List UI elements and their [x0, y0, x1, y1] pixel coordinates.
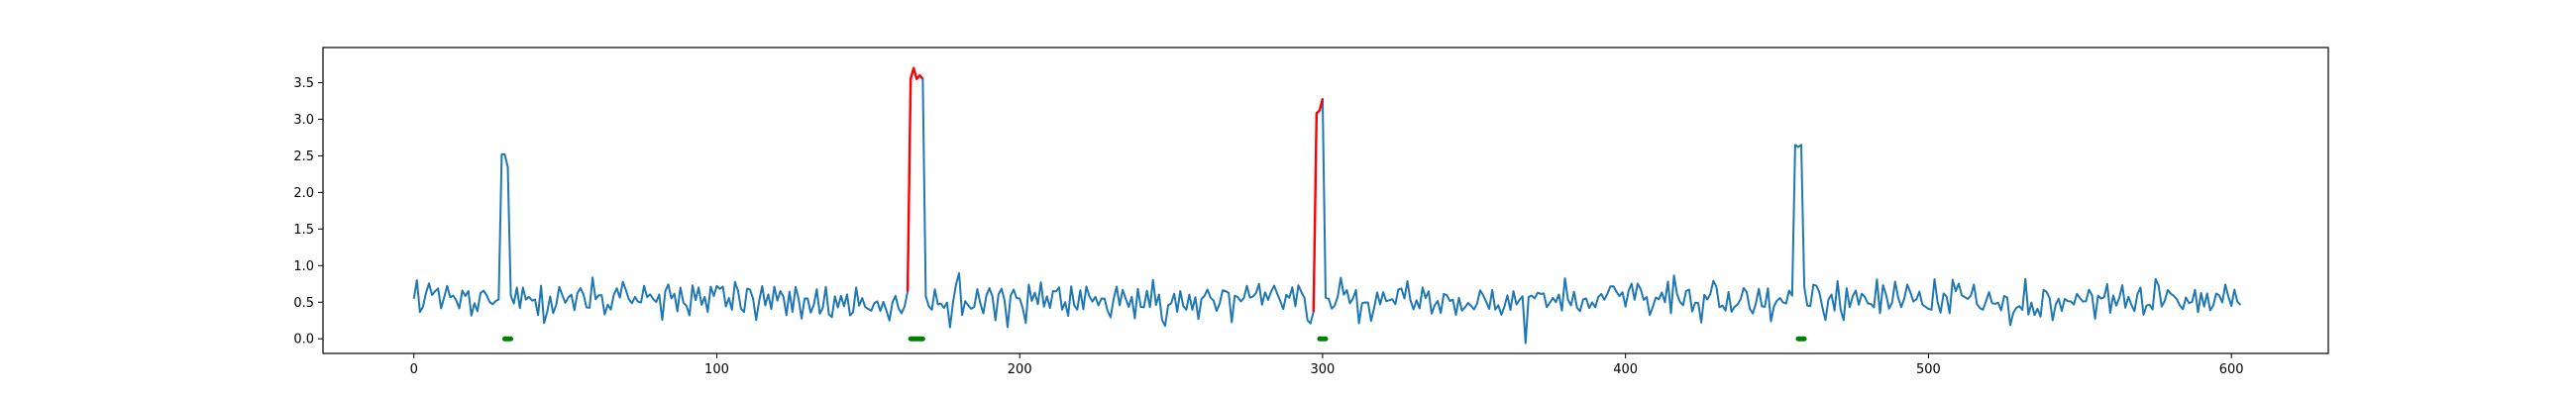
y-tick-label: 0.5 — [293, 296, 314, 311]
axes: 0 100 200 300 400 500 600 0.0 0.5 1.0 1.5 2.0 2.5 3.0… — [293, 47, 2329, 377]
x-tick-label: 400 — [1613, 362, 1638, 377]
plot-area — [412, 66, 2242, 345]
y-tick-label: 3.5 — [293, 76, 314, 91]
x-tick-label: 600 — [2219, 362, 2244, 377]
y-tick-label: 2.0 — [293, 186, 314, 201]
highlight-segment-1 — [906, 66, 924, 292]
y-tick-label: 2.5 — [293, 149, 314, 164]
y-tick-label: 0.0 — [293, 333, 314, 347]
x-tick-label: 300 — [1311, 362, 1336, 377]
x-tick-label: 100 — [704, 362, 729, 377]
axes-frame — [322, 47, 2329, 354]
y-tick-label: 1.5 — [293, 223, 314, 238]
y-tick-label: 1.0 — [293, 259, 314, 274]
x-tick-label: 0 — [410, 362, 418, 377]
highlight-segment-2 — [1312, 98, 1325, 312]
x-tick-label: 500 — [1916, 362, 1941, 377]
y-tick-label: 3.0 — [293, 113, 314, 128]
signal-line — [412, 66, 2242, 345]
x-tick-label: 200 — [1008, 362, 1032, 377]
